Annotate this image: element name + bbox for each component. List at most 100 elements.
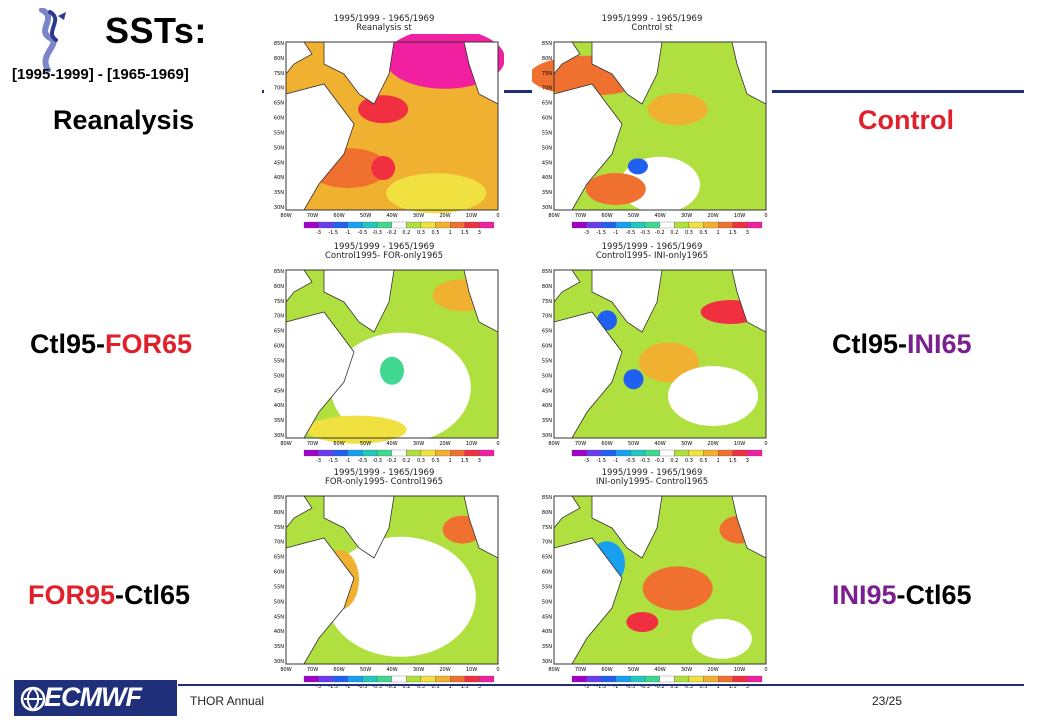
colorbar-swatch: [376, 221, 392, 229]
lat-tick-label: 40N: [542, 629, 552, 635]
colorbar-swatch: [718, 449, 733, 457]
panel-title-period: 1995/1999 - 1965/1969: [601, 14, 703, 24]
lon-tick-label: 30W: [681, 667, 692, 673]
colorbar-tick-label: -0.5: [358, 230, 368, 234]
colorbar-swatch: [420, 675, 436, 683]
land-mass: [591, 41, 663, 105]
colorbar-swatch: [435, 221, 451, 229]
panel-title-period: 1995/1999 - 1965/1969: [333, 468, 435, 478]
colorbar-tick-label: 0.2: [402, 458, 410, 462]
lon-tick-label: 10W: [466, 441, 477, 447]
lat-tick-label: 75N: [542, 299, 552, 305]
lon-tick-label: 50W: [360, 213, 371, 219]
colorbar-swatch: [391, 449, 407, 457]
lat-tick-label: 85N: [274, 269, 284, 275]
colorbar-swatch: [718, 221, 733, 229]
colorbar-swatch: [586, 449, 602, 457]
colorbar-swatch: [479, 675, 495, 683]
sst-anomaly-map: 85N 80N 75N 70N 65N 60N 55N 50N 45N 40N 35N 30N 80W 7…: [274, 495, 500, 688]
colorbar-swatch: [333, 675, 348, 683]
lat-tick-label: 45N: [542, 614, 552, 620]
colorbar-swatch: [718, 675, 733, 683]
colorbar-tick-label: -0.3: [640, 684, 650, 688]
colorbar-swatch: [479, 221, 495, 229]
colorbar-swatch: [688, 449, 704, 457]
lon-tick-label: 30W: [413, 441, 424, 447]
lon-tick-label: 60W: [601, 213, 612, 219]
panel-title-period: 1995/1999 - 1965/1969: [601, 468, 703, 478]
colorbar-swatch: [391, 675, 407, 683]
colorbar-tick-label: 0.3: [417, 684, 425, 688]
lat-tick-label: 30N: [542, 205, 552, 211]
colorbar-swatch: [362, 221, 378, 229]
colorbar-swatch: [659, 221, 675, 229]
colorbar-swatch: [376, 675, 392, 683]
colorbar-tick-label: 0.5: [700, 230, 708, 234]
lon-tick-label: 70W: [575, 441, 586, 447]
colorbar-swatch: [435, 449, 451, 457]
colorbar-tick-label: 0.3: [685, 230, 693, 234]
lon-tick-label: 80W: [548, 667, 559, 673]
colorbar-swatch: [464, 221, 480, 229]
label-part: Ctl95-: [832, 329, 908, 359]
lat-tick-label: 60N: [542, 344, 552, 350]
colorbar-swatch: [333, 221, 348, 229]
land-mass: [323, 269, 395, 333]
lon-tick-label: 10W: [466, 667, 477, 673]
colorbar-swatch: [732, 221, 748, 229]
colorbar-swatch: [450, 675, 465, 683]
colorbar-swatch: [571, 675, 587, 683]
sst-anomaly-map: 85N 80N 75N 70N 65N 60N 55N 50N 45N 40N 35N 30N 80W 7…: [274, 34, 504, 234]
colorbar-swatch: [688, 675, 704, 683]
lat-tick-label: 40N: [542, 403, 552, 409]
lat-tick-label: 60N: [274, 344, 284, 350]
sst-map-panel: 1995/1999 - 1965/1969 Control st 85N 80N 75N…: [532, 14, 772, 234]
ecmwf-logo-text: ECMWF: [44, 682, 142, 712]
colorbar-swatch: [615, 675, 631, 683]
lat-tick-label: 30N: [274, 205, 284, 211]
lon-tick-label: 0: [496, 441, 499, 447]
lat-tick-label: 50N: [542, 599, 552, 605]
land-mass: [591, 495, 663, 559]
lat-tick-label: 80N: [274, 284, 284, 290]
anomaly-contour: [668, 366, 758, 426]
colorbar-tick-label: -0.2: [655, 458, 665, 462]
colorbar-tick-label: -1: [345, 458, 350, 462]
lat-tick-label: 65N: [274, 101, 284, 107]
colorbar-swatch: [362, 449, 378, 457]
lon-tick-label: 40W: [654, 441, 665, 447]
map-frame: [553, 269, 767, 439]
colorbar-swatch: [747, 221, 763, 229]
anomaly-contour: [325, 536, 476, 657]
lat-tick-label: 60N: [274, 116, 284, 122]
label-part-purple: INI65: [907, 329, 972, 359]
lat-tick-label: 55N: [274, 130, 284, 136]
colorbar-tick-label: 3: [746, 458, 749, 462]
lat-tick-label: 75N: [274, 71, 284, 77]
panel-title-experiment: FOR-only1995- Control1965: [324, 477, 444, 487]
colorbar-swatch: [601, 221, 616, 229]
anomaly-contour: [638, 342, 699, 383]
colorbar-swatch: [630, 221, 646, 229]
lon-tick-label: 60W: [601, 441, 612, 447]
colorbar-tick-label: -1.5: [596, 230, 606, 234]
lat-tick-label: 45N: [542, 160, 552, 166]
colorbar-tick-label: 0.3: [685, 458, 693, 462]
colorbar-swatch: [674, 221, 690, 229]
anomaly-contour: [306, 415, 407, 444]
label-ctl95-ini65: Ctl95-INI65: [832, 329, 972, 360]
lon-tick-label: 20W: [439, 441, 450, 447]
ecmwf-swirl-icon: [39, 8, 66, 72]
lat-tick-label: 80N: [542, 284, 552, 290]
sst-map-panel: 1995/1999 - 1965/1969 Reanalysis st 85N 80N…: [264, 14, 504, 234]
colorbar-tick-label: -0.5: [358, 684, 368, 688]
lat-tick-label: 60N: [542, 570, 552, 576]
colorbar-swatch: [303, 221, 319, 229]
colorbar-tick-label: -0.5: [626, 684, 636, 688]
lat-tick-label: 70N: [274, 540, 284, 546]
panel-title-period: 1995/1999 - 1965/1969: [333, 14, 435, 24]
lon-tick-label: 80W: [280, 441, 291, 447]
lon-tick-label: 40W: [386, 667, 397, 673]
colorbar-swatch: [303, 675, 319, 683]
lat-tick-label: 55N: [542, 358, 552, 364]
